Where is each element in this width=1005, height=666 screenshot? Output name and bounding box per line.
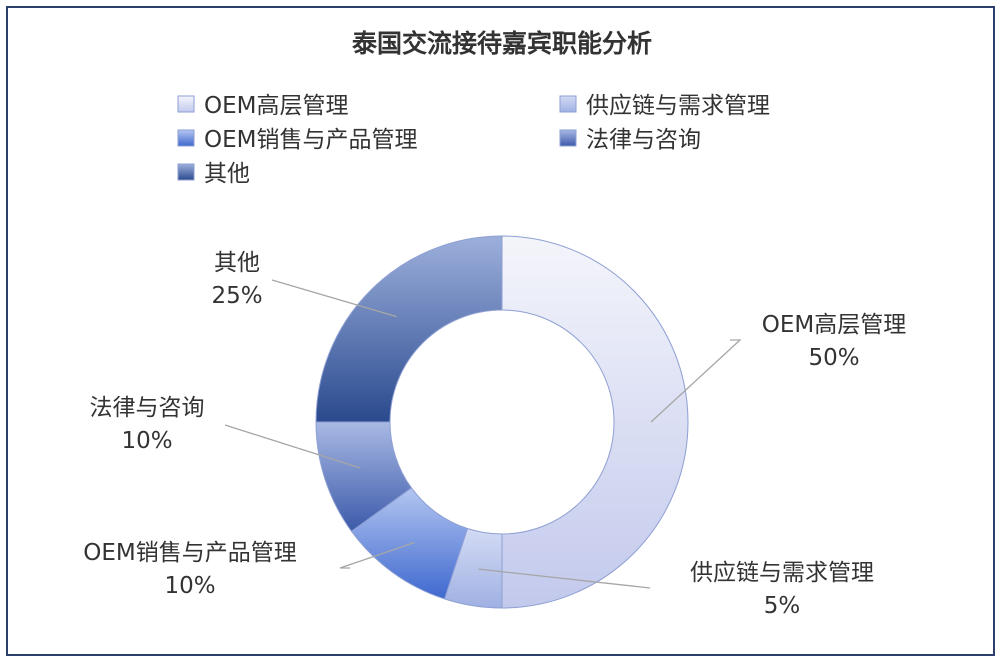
data-label-supply-chain: 供应链与需求管理 5% xyxy=(690,560,874,619)
legend-label: 法律与咨询 xyxy=(586,127,701,153)
legend-swatch xyxy=(559,95,577,113)
data-label-value: 25% xyxy=(211,283,262,309)
legend-swatch xyxy=(177,95,195,113)
legend-item-legal[interactable]: 法律与咨询 xyxy=(559,127,701,153)
legend-item-oem-sales[interactable]: OEM销售与产品管理 xyxy=(177,127,417,153)
leader-lines xyxy=(224,279,742,589)
legend-label: 供应链与需求管理 xyxy=(586,93,770,119)
legend-item-other[interactable]: 其他 xyxy=(177,161,250,187)
data-label-legal: 法律与咨询 10% xyxy=(90,395,205,454)
data-label-oem-executive: OEM高层管理 50% xyxy=(762,312,906,371)
donut-slices xyxy=(315,235,689,609)
chart-title: 泰国交流接待嘉宾职能分析 xyxy=(352,29,652,58)
leader-line-oem-executive xyxy=(650,339,742,423)
data-label-other: 其他 25% xyxy=(211,250,262,309)
legend-swatch xyxy=(559,129,577,147)
legend: OEM高层管理 供应链与需求管理 OEM销售与产品管理 法律与咨询 其他 xyxy=(177,93,770,187)
data-label-category: 供应链与需求管理 xyxy=(690,560,874,586)
data-label-category: 法律与咨询 xyxy=(90,395,205,421)
leader-line-legal xyxy=(224,424,361,469)
legend-item-oem-executive[interactable]: OEM高层管理 xyxy=(177,93,348,119)
leader-line-supply-chain xyxy=(478,568,651,589)
donut-slice-other[interactable] xyxy=(315,235,503,423)
data-label-category: 其他 xyxy=(214,250,260,276)
donut-slice-oem-executive[interactable] xyxy=(501,235,689,609)
data-label-category: OEM高层管理 xyxy=(762,312,906,338)
legend-label: OEM销售与产品管理 xyxy=(204,127,417,153)
legend-label: OEM高层管理 xyxy=(204,93,348,119)
data-label-value: 10% xyxy=(164,573,215,599)
data-label-value: 10% xyxy=(121,428,172,454)
legend-swatch xyxy=(177,129,195,147)
data-label-value: 5% xyxy=(764,593,801,619)
legend-swatch xyxy=(177,163,195,181)
legend-label: 其他 xyxy=(204,161,250,187)
data-label-value: 50% xyxy=(808,345,859,371)
data-labels: OEM高层管理 50% 供应链与需求管理 5% OEM销售与产品管理 10% 法… xyxy=(83,250,906,619)
leader-line-other xyxy=(271,279,397,318)
data-label-category: OEM销售与产品管理 xyxy=(83,540,296,566)
leader-line-oem-sales xyxy=(339,541,415,569)
data-label-oem-sales: OEM销售与产品管理 10% xyxy=(83,540,296,599)
legend-item-supply-chain[interactable]: 供应链与需求管理 xyxy=(559,93,770,119)
